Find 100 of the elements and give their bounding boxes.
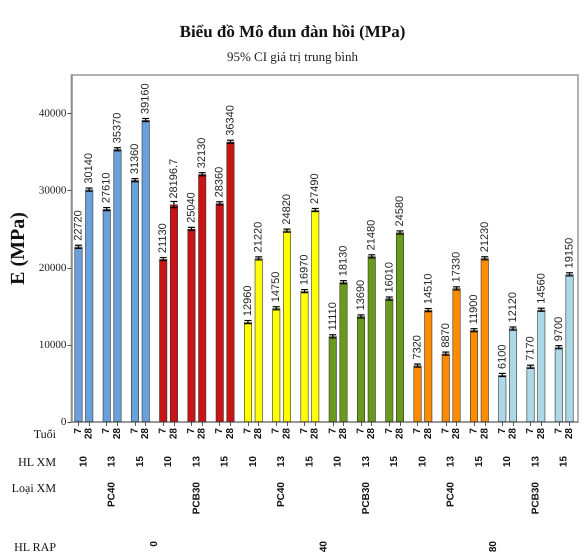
text: 0	[148, 540, 160, 547]
data-label: 19150	[564, 238, 576, 268]
text: Tuổi	[34, 427, 57, 441]
x-tick-label: 7	[440, 428, 452, 434]
x-tick-label: 28	[338, 428, 349, 440]
x-tick-label: 7	[242, 428, 254, 434]
chart-subtitle: 95% CI giá trị trung bình	[226, 49, 359, 64]
x-tick-label: 7	[525, 428, 536, 434]
x-tick-label: 7	[327, 428, 338, 434]
x-tick-label: 7	[72, 428, 84, 434]
chart-title: Biểu đồ Mô đun đàn hồi (MPa)	[180, 22, 406, 41]
text: 10	[502, 456, 514, 468]
data-label: 39160	[140, 83, 152, 114]
x-tick-label: 28	[253, 428, 264, 440]
text: PCB30	[360, 482, 372, 514]
data-label: 14750	[270, 272, 282, 302]
text: 10	[78, 456, 90, 468]
y-tick-label: 40000	[38, 108, 67, 120]
data-label: 31360	[128, 144, 141, 174]
x-tick-label: 7	[496, 428, 508, 434]
x-tick-label: 7	[186, 428, 197, 434]
text: 13	[276, 456, 288, 468]
data-label: 9700	[552, 316, 565, 342]
text: 15	[474, 456, 485, 468]
data-label: 32130	[196, 138, 208, 168]
x-tick-label: 28	[479, 428, 490, 440]
data-label: 8870	[440, 323, 452, 348]
x-tick-label: 28	[140, 428, 152, 440]
data-label: 24580	[394, 196, 406, 226]
x-tick-label: 7	[101, 428, 112, 434]
x-tick-label: 7	[384, 428, 395, 434]
text: 15	[389, 456, 400, 468]
y-tick-label: 10000	[38, 338, 67, 351]
text: HL RAP	[14, 540, 56, 554]
text: 10	[248, 456, 259, 468]
data-label: 17330	[450, 252, 463, 282]
x-tick-label: 7	[158, 428, 169, 434]
text: 13	[446, 456, 457, 468]
data-label: 7320	[412, 335, 424, 360]
text: 10	[332, 456, 344, 468]
x-tick-label: 28	[508, 428, 519, 440]
data-label: 7170	[524, 336, 537, 361]
x-tick-label: 7	[299, 428, 310, 434]
data-label: 6100	[496, 344, 508, 369]
x-tick-label: 7	[412, 428, 424, 434]
text: 13	[530, 456, 542, 468]
x-tick-label: 7	[468, 428, 480, 434]
y-tick-label: 30000	[38, 184, 67, 197]
data-label: 22720	[72, 210, 84, 241]
text: Loại XM	[12, 481, 56, 495]
text: 13	[106, 456, 118, 468]
x-tick-label: 7	[356, 428, 367, 434]
x-tick-label: 28	[366, 428, 378, 440]
text: PCB30	[191, 482, 202, 514]
x-tick-label: 28	[422, 428, 434, 440]
text: PCB30	[530, 482, 542, 514]
y-axis-title: E (MPa)	[7, 212, 29, 285]
data-label: 16970	[298, 254, 310, 286]
text: HL XM	[18, 455, 56, 469]
x-tick-label: 7	[214, 428, 226, 434]
x-tick-label: 28	[451, 428, 462, 440]
data-label: 16010	[383, 262, 396, 293]
x-tick-label: 28	[564, 428, 576, 440]
x-tick-label: 28	[84, 428, 95, 440]
text: 80	[488, 540, 500, 552]
data-label: 28360	[214, 166, 226, 198]
x-tick-label: 7	[270, 428, 282, 434]
data-label: 21230	[478, 222, 491, 252]
x-tick-label: 28	[224, 428, 236, 440]
data-label: 11110	[326, 302, 339, 330]
data-label: 11900	[468, 294, 480, 324]
x-tick-label: 28	[310, 428, 321, 440]
x-tick-label: 28	[168, 428, 180, 440]
x-tick-label: 28	[196, 428, 208, 440]
text: 15	[220, 456, 231, 468]
text: 13	[360, 456, 372, 468]
text: 15	[134, 456, 146, 468]
data-label: 27490	[309, 173, 322, 204]
x-tick-label: 7	[553, 428, 564, 434]
data-label: 25040	[185, 192, 198, 223]
text: 15	[558, 456, 570, 468]
text: 15	[304, 456, 316, 468]
data-label: 12960	[242, 285, 254, 316]
data-label: 13690	[355, 280, 368, 310]
data-label: 21130	[157, 223, 170, 254]
data-label: 36340	[224, 105, 236, 136]
text: 40	[318, 540, 330, 552]
y-tick-label: 20000	[38, 262, 67, 274]
text: PC40	[276, 482, 288, 508]
text: PC40	[106, 482, 118, 508]
x-tick-label: 28	[394, 428, 406, 440]
data-label: 30140	[83, 152, 96, 184]
x-tick-label: 28	[281, 428, 292, 440]
text: 13	[191, 456, 202, 468]
data-label: 27610	[100, 172, 113, 204]
text: 10	[163, 456, 174, 468]
x-tick-label: 7	[129, 428, 140, 434]
y-tick-label: 0	[60, 416, 67, 428]
data-label: 28196.7	[168, 158, 180, 199]
data-label: 21220	[252, 222, 265, 252]
